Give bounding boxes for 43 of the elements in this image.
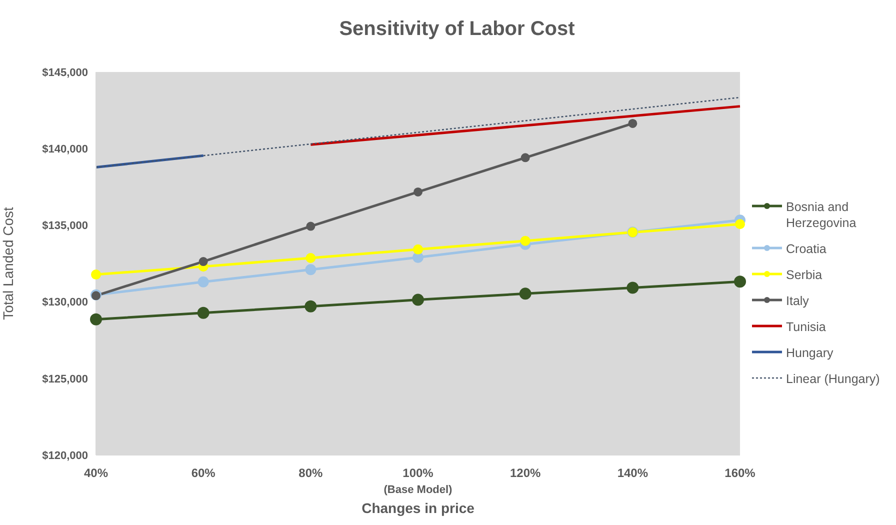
legend-label: Bosnia and Herzegovina	[786, 198, 858, 230]
y-tick-label: $120,000	[42, 450, 88, 462]
point	[519, 288, 532, 300]
point	[626, 282, 639, 294]
y-tick-label: $140,000	[42, 144, 88, 156]
point	[735, 219, 745, 230]
legend-label: Linear (Hungary)	[786, 370, 880, 386]
y-tick-label: $145,000	[42, 66, 88, 79]
point	[628, 118, 638, 128]
x-tick-label: 80%	[298, 466, 323, 480]
x-tick-label: 120%	[510, 466, 542, 480]
point	[412, 294, 424, 306]
y-tick-label: $135,000	[42, 220, 88, 232]
x-axis-title: Changes in price	[362, 500, 475, 516]
line-series	[309, 105, 742, 146]
x-tick-label: 60%	[191, 466, 216, 480]
legend-label: Tunisia	[786, 318, 826, 334]
legend-label: Serbia	[786, 266, 822, 282]
y-axis-title: Total Landed Cost	[0, 206, 16, 320]
y-tick-label: $130,000	[42, 296, 88, 309]
point	[734, 276, 746, 288]
legend-label: Italy	[786, 292, 809, 308]
point	[520, 236, 530, 246]
x-tick-label: 160%	[724, 466, 756, 480]
point	[304, 300, 317, 312]
point	[198, 276, 209, 288]
point	[413, 244, 423, 254]
chart-title: Sensitivity of Labor Cost	[338, 18, 576, 41]
point	[91, 270, 101, 280]
x-tick-label: 40%	[84, 466, 108, 480]
point	[90, 313, 102, 326]
x-tick-label: 140%	[617, 466, 648, 480]
point	[305, 264, 316, 276]
x-tick-label: 100% (Base Model)	[384, 466, 453, 496]
legend-label: Hungary	[786, 344, 834, 360]
point	[414, 187, 422, 196]
point	[520, 153, 530, 162]
y-tick-label: $125,000	[42, 373, 88, 386]
legend-label: Croatia	[786, 240, 826, 256]
point	[197, 306, 210, 319]
point	[306, 222, 316, 231]
point	[198, 257, 208, 266]
point	[306, 252, 316, 263]
